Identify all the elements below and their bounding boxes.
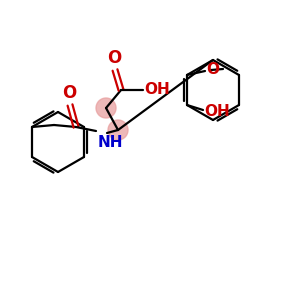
Text: O: O [206, 62, 219, 77]
Text: O: O [107, 49, 121, 67]
Circle shape [108, 120, 128, 140]
Text: NH: NH [98, 135, 124, 150]
Text: OH: OH [144, 82, 170, 98]
Circle shape [96, 98, 116, 118]
Text: OH: OH [204, 103, 230, 118]
Text: O: O [62, 84, 76, 102]
